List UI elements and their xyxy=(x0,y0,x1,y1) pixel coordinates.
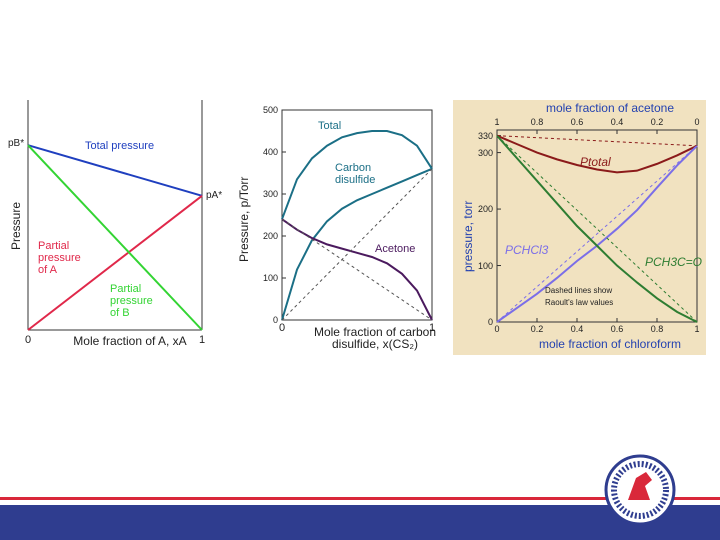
series-label: Partial pressure of B xyxy=(110,283,153,319)
x-axis-label: Mole fraction of carbon disulfide, x(CS₂… xyxy=(313,325,437,351)
y-tick-label: 400 xyxy=(262,147,278,157)
series-label: Partial pressure of A xyxy=(38,240,81,276)
y-tick-label: 0 xyxy=(487,317,493,327)
y-axis-label: pressure, torr xyxy=(461,200,475,272)
x2-tick-label: 0.4 xyxy=(610,117,624,127)
annotation: Dashed lines show Raoult's law values xyxy=(545,286,614,307)
footer-bar xyxy=(0,505,720,540)
series-line xyxy=(27,144,203,331)
series-line xyxy=(27,144,203,197)
series-label: Carbon disulfide xyxy=(335,162,376,186)
logo-ring xyxy=(611,461,669,519)
x-tick-label: 0 xyxy=(494,324,500,334)
y-tick-label: 0 xyxy=(272,315,278,325)
y-axis-label: Pressure xyxy=(9,201,23,250)
y-tick-label: 200 xyxy=(477,204,493,215)
y-tick-label: 330 xyxy=(477,130,493,141)
series-line xyxy=(496,134,698,323)
plot-frame xyxy=(281,109,433,321)
x-tick-label: 1 xyxy=(694,324,700,334)
x-axis-label: Mole fraction of A, xA xyxy=(73,334,187,348)
y-tick-label: 500 xyxy=(262,105,278,115)
y-axis-label: Pressure, p/Torr xyxy=(237,176,251,262)
series-line xyxy=(281,130,433,220)
series-label: Ptotal xyxy=(580,155,611,169)
logo-figure xyxy=(628,472,652,500)
x-axis-label: mole fraction of chloroform xyxy=(538,337,682,351)
x-tick-label: 0 xyxy=(278,322,286,334)
x2-tick-label: 1 xyxy=(494,117,500,127)
x2-tick-label: 0 xyxy=(694,117,700,127)
x2-axis-label: mole fraction of acetone xyxy=(545,101,675,115)
y-tick-label: 100 xyxy=(477,260,493,271)
series-label: PCHCl3 xyxy=(505,243,549,257)
x2-tick-label: 0.6 xyxy=(570,117,584,127)
reference-line xyxy=(281,218,433,321)
x-tick-label: 1 xyxy=(428,322,436,334)
y-tick-label: 300 xyxy=(262,189,278,199)
series-label: Total xyxy=(318,120,342,132)
annotation: pA* xyxy=(206,190,223,201)
y-tick-label: 300 xyxy=(477,147,493,158)
series-label: PCH3C=O xyxy=(645,255,703,269)
series-line xyxy=(27,195,203,331)
x-tick-label: 0.6 xyxy=(610,324,624,334)
reference-line xyxy=(496,145,698,323)
x-tick-label: 0.8 xyxy=(650,324,664,334)
x-tick-label: 0 xyxy=(24,334,32,346)
red-rule xyxy=(0,497,720,500)
series-line xyxy=(496,134,698,174)
x2-tick-label: 0.8 xyxy=(530,117,544,127)
series-line xyxy=(281,167,433,321)
plot-frame xyxy=(496,129,698,323)
y-tick-label: 100 xyxy=(262,273,278,283)
series-label: Total pressure xyxy=(85,140,155,152)
annotation: pB* xyxy=(8,138,25,149)
x2-tick-label: 0.2 xyxy=(650,117,664,127)
series-line xyxy=(281,218,433,321)
y-tick-label: 200 xyxy=(262,231,278,241)
series-label: Acetone xyxy=(375,243,416,255)
x-tick-label: 1 xyxy=(198,334,206,346)
x-tick-label: 0.4 xyxy=(570,324,584,334)
x-tick-label: 0.2 xyxy=(530,324,544,334)
